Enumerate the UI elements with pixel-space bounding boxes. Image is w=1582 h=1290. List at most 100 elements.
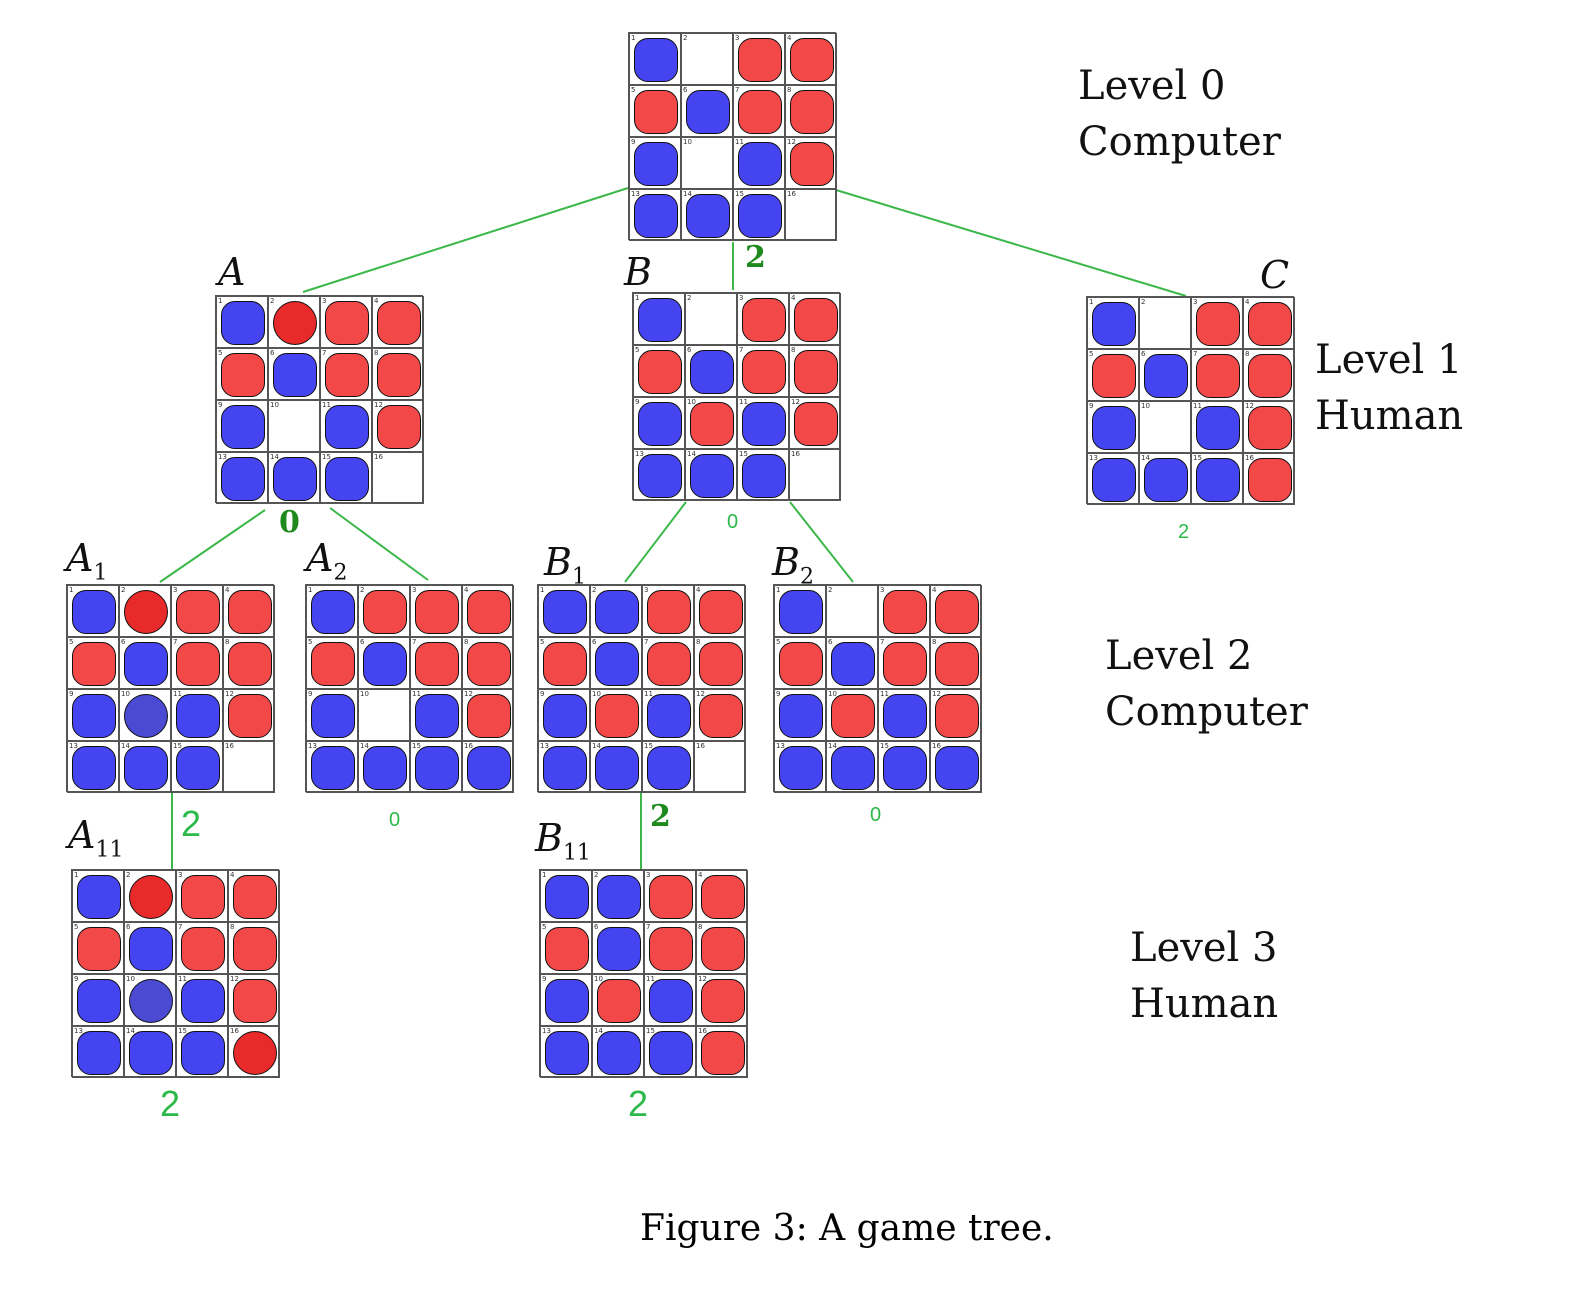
red-piece <box>1248 406 1292 450</box>
red-piece <box>233 1031 277 1075</box>
cell-number: 1 <box>1089 298 1094 306</box>
cell-number: 7 <box>412 638 417 646</box>
board-cell: 16 <box>1243 453 1295 505</box>
cell-number: 10 <box>360 690 369 698</box>
blue-piece <box>935 746 979 790</box>
board-cell: 6 <box>119 637 171 689</box>
board-cell: 3 <box>176 870 228 922</box>
edge-score-root-B: 2 <box>745 240 766 275</box>
cell-number: 8 <box>696 638 701 646</box>
level-2-label: Level 2 Computer <box>1105 628 1308 740</box>
board-cell: 9 <box>216 400 268 452</box>
board-cell: 7 <box>1191 349 1243 401</box>
cell-number: 8 <box>1245 350 1250 358</box>
blue-piece <box>124 642 168 686</box>
board-cell: 8 <box>372 348 424 400</box>
cell-number: 7 <box>880 638 885 646</box>
board-cell: 5 <box>1087 349 1139 401</box>
blue-piece <box>311 746 355 790</box>
red-piece <box>701 927 745 971</box>
red-piece <box>595 694 639 738</box>
board-cell: 5 <box>216 348 268 400</box>
cell-number: 9 <box>69 690 74 698</box>
red-piece <box>634 90 678 134</box>
board-cell: 1 <box>538 585 590 637</box>
red-piece <box>176 642 220 686</box>
cell-number: 12 <box>374 401 383 409</box>
node-label-c: C <box>1260 255 1289 295</box>
score-a11: 2 <box>160 1083 181 1124</box>
cell-number: 11 <box>735 138 744 146</box>
board-cell: 8 <box>462 637 514 689</box>
red-piece <box>72 642 116 686</box>
blue-piece <box>124 694 168 738</box>
blue-piece <box>221 457 265 501</box>
red-piece <box>228 694 272 738</box>
cell-number: 1 <box>542 871 547 879</box>
cell-number: 8 <box>374 349 379 357</box>
cell-number: 12 <box>230 975 239 983</box>
board-cell: 10 <box>119 689 171 741</box>
board-cell: 1 <box>629 33 681 85</box>
board-cell: 12 <box>462 689 514 741</box>
blue-piece <box>742 402 786 446</box>
blue-piece <box>129 927 173 971</box>
blue-piece <box>831 746 875 790</box>
cell-number: 7 <box>1193 350 1198 358</box>
cell-number: 5 <box>218 349 223 357</box>
board-cell: 11 <box>737 397 789 449</box>
cell-number: 5 <box>540 638 545 646</box>
red-piece <box>176 590 220 634</box>
red-piece <box>701 1031 745 1075</box>
red-piece <box>1248 302 1292 346</box>
cell-number: 6 <box>126 923 131 931</box>
node-subscript: 2 <box>799 564 814 590</box>
red-piece <box>221 353 265 397</box>
red-piece <box>415 590 459 634</box>
cell-number: 5 <box>635 346 640 354</box>
red-piece <box>935 590 979 634</box>
board-cell: 13 <box>629 189 681 241</box>
red-piece <box>129 875 173 919</box>
blue-piece <box>543 746 587 790</box>
board-cell: 15 <box>1191 453 1243 505</box>
cell-number: 10 <box>121 690 130 698</box>
board-cell: 7 <box>644 922 696 974</box>
node-label-b1: B1 <box>544 542 586 598</box>
cell-number: 11 <box>178 975 187 983</box>
board-cell: 6 <box>685 345 737 397</box>
red-piece <box>790 38 834 82</box>
board-cell: 3 <box>410 585 462 637</box>
blue-piece <box>595 746 639 790</box>
level-2-player: Computer <box>1105 689 1308 735</box>
cell-number: 15 <box>173 742 182 750</box>
cell-number: 7 <box>322 349 327 357</box>
red-piece <box>794 350 838 394</box>
board-cell: 16 <box>462 741 514 793</box>
cell-number: 16 <box>464 742 473 750</box>
blue-piece <box>77 1031 121 1075</box>
edge-A-A1 <box>159 509 266 583</box>
node-letter: C <box>1260 253 1290 297</box>
red-piece <box>233 927 277 971</box>
level-0-label: Level 0 Computer <box>1078 58 1281 170</box>
blue-piece <box>72 694 116 738</box>
red-piece <box>779 642 823 686</box>
level-3-number: Level 3 <box>1130 925 1278 971</box>
cell-number: 3 <box>178 871 183 879</box>
cell-number: 1 <box>74 871 79 879</box>
board-b1: 1 2 3 4 5 6 7 8 9 10 11 12 13 14 15 16 <box>537 584 746 793</box>
board-cell: 14 <box>268 452 320 504</box>
blue-piece <box>129 1031 173 1075</box>
board-cell: 3 <box>320 296 372 348</box>
cell-number: 16 <box>932 742 941 750</box>
node-letter: A <box>306 536 334 580</box>
board-cell: 15 <box>176 1026 228 1078</box>
board-cell: 3 <box>737 293 789 345</box>
blue-piece <box>883 746 927 790</box>
cell-number: 15 <box>880 742 889 750</box>
cell-number: 4 <box>698 871 703 879</box>
red-piece <box>649 927 693 971</box>
cell-number: 9 <box>1089 402 1094 410</box>
